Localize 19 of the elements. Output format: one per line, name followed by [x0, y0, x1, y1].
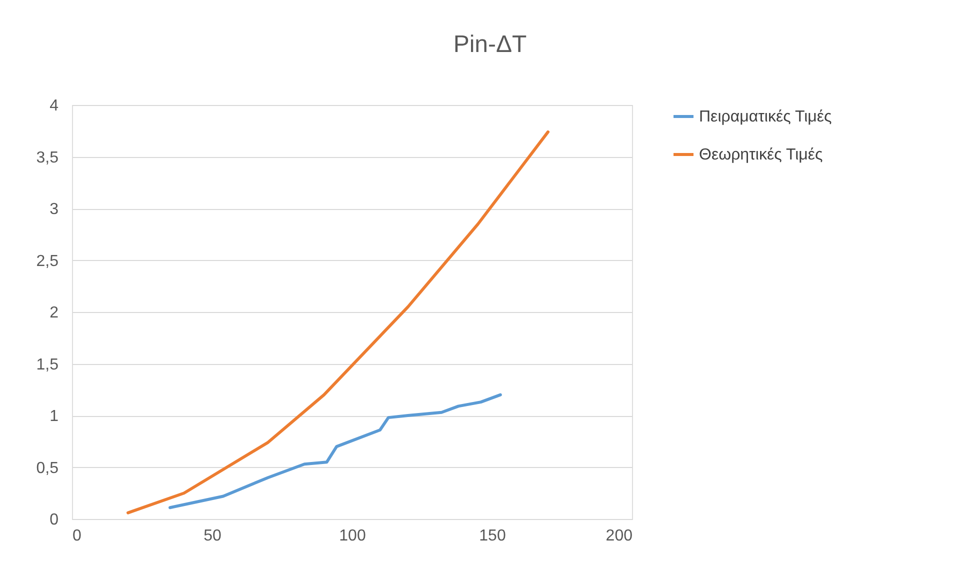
line-series [126, 130, 550, 514]
y-tick-label: 3,5 [36, 149, 59, 166]
x-tick-label: 50 [204, 528, 222, 544]
chart-title: Pin-ΔT [453, 31, 528, 58]
x-tick-label: 0 [72, 528, 82, 544]
y-tick-label: 2 [50, 304, 59, 322]
x-tick-label: 200 [606, 528, 633, 544]
legend-label: Πειραματικές Τιμές [699, 108, 832, 126]
y-tick-label: 4 [50, 98, 59, 114]
x-tick-label: 150 [479, 528, 506, 544]
x-tick-label: 100 [339, 528, 366, 544]
y-tick-label: 3 [50, 201, 59, 218]
y-tick-label: 0,5 [36, 460, 59, 477]
line-series [168, 393, 502, 510]
y-tick-label: 0 [50, 512, 59, 528]
y-tick-label: 2,5 [36, 252, 59, 270]
legend-label: Θεωρητικές Τιμές [699, 146, 824, 164]
y-tick-label: 1 [50, 408, 59, 425]
y-tick-label: 1,5 [36, 356, 59, 374]
